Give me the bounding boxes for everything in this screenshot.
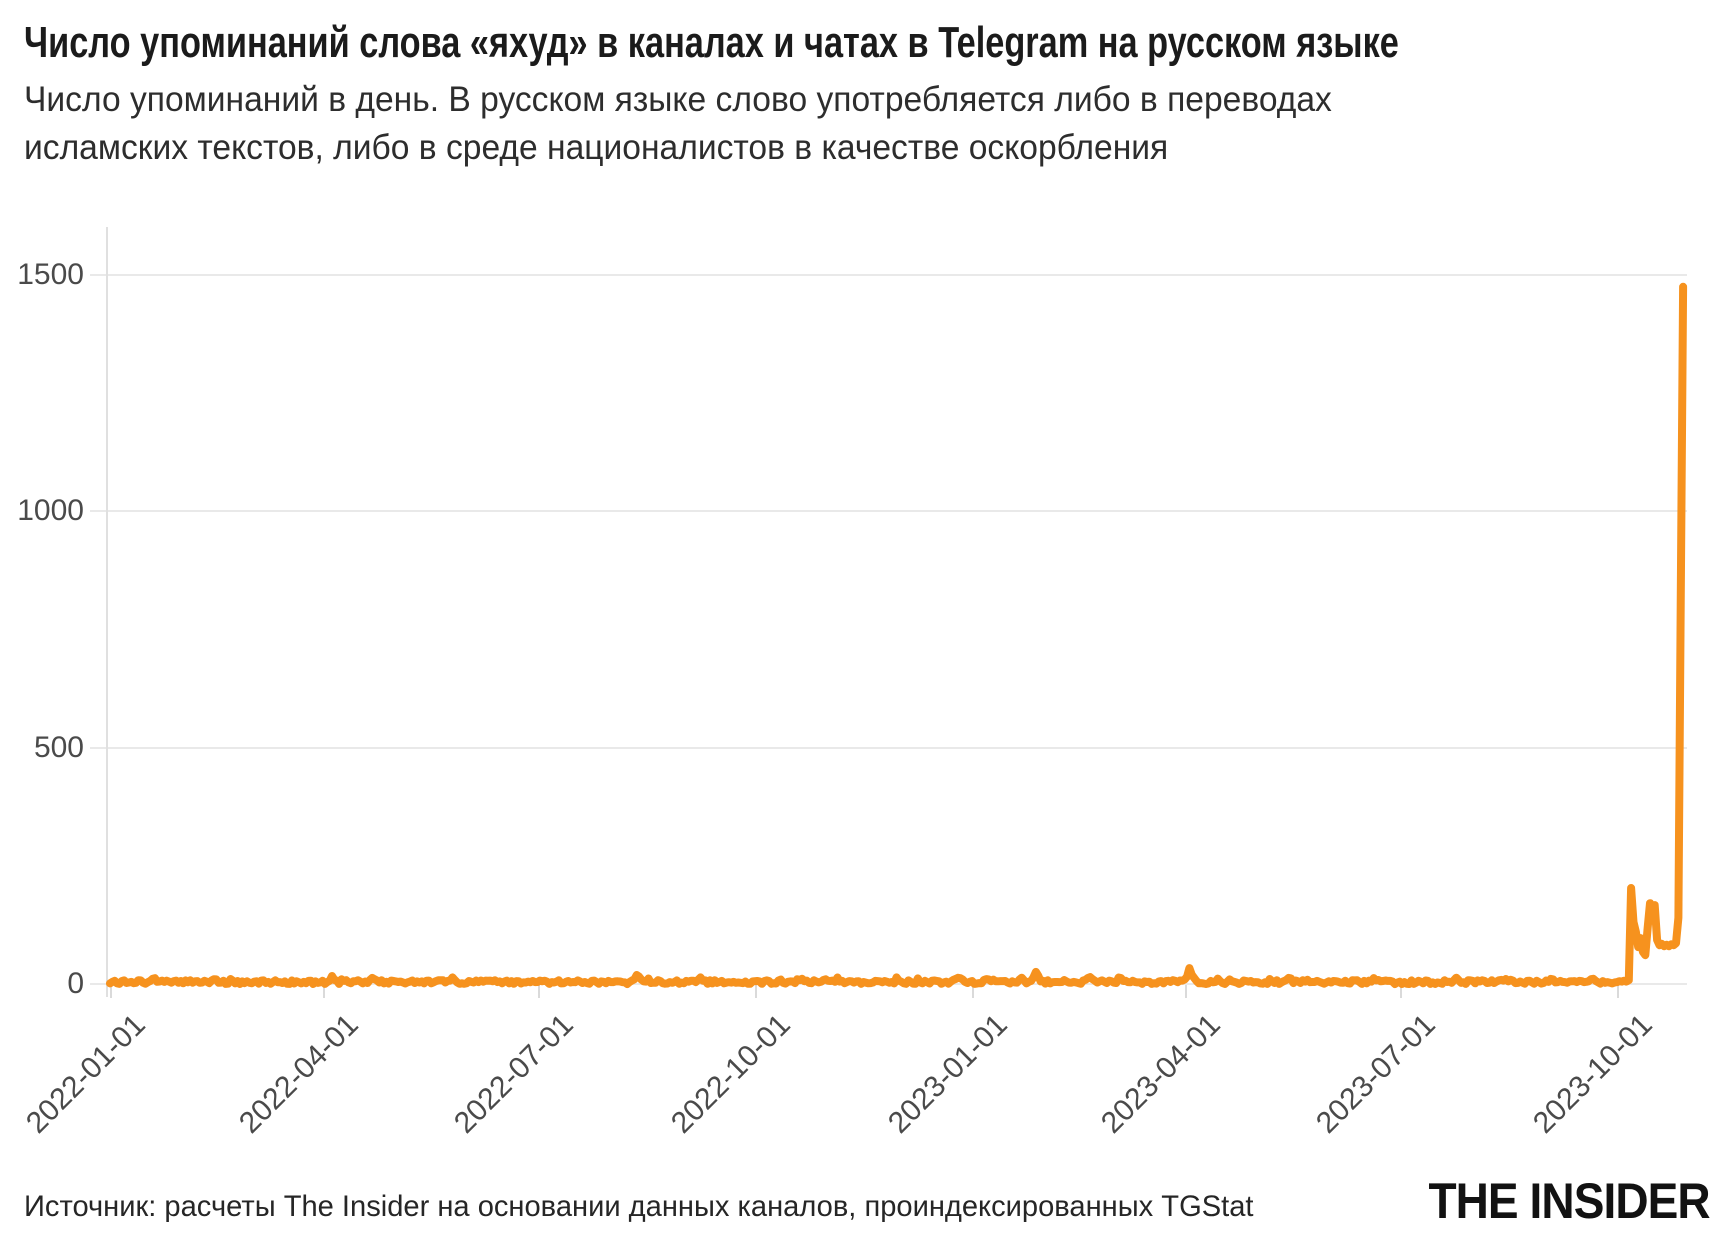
x-tick-2022-10-01 (755, 985, 757, 998)
mentions-series-line (106, 282, 1688, 988)
chart-subtitle-line-1: Число упоминаний в день. В русском языке… (24, 80, 1332, 119)
source-note: Источник: расчеты The Insider на основан… (24, 1190, 1254, 1223)
y-axis-label-1000: 1000 (17, 494, 84, 527)
x-tick-2023-01-01 (972, 985, 974, 998)
x-tick-2022-04-01 (323, 985, 325, 998)
x-tick-2022-01-01 (110, 985, 112, 998)
chart-subtitle: Число упоминаний в день. В русском языке… (24, 76, 1332, 172)
y-axis-label-500: 500 (33, 731, 84, 764)
gridline-500 (90, 747, 1687, 749)
x-tick-2023-07-01 (1400, 985, 1402, 998)
gridline-1500 (90, 274, 1687, 276)
x-tick-2023-04-01 (1185, 985, 1187, 998)
y-axis-line (106, 227, 108, 997)
y-axis-label-1500: 1500 (17, 258, 84, 291)
brand-logo: THE INSIDER (1428, 1173, 1711, 1229)
chart-subtitle-line-2: исламских текстов, либо в среде национал… (24, 128, 1169, 167)
y-axis-label-0: 0 (67, 967, 84, 1000)
x-tick-2023-10-01 (1617, 985, 1619, 998)
gridline-1000 (90, 510, 1687, 512)
x-tick-2022-07-01 (538, 985, 540, 998)
chart-title: Число упоминаний слова «яхуд» в каналах … (24, 18, 1399, 67)
